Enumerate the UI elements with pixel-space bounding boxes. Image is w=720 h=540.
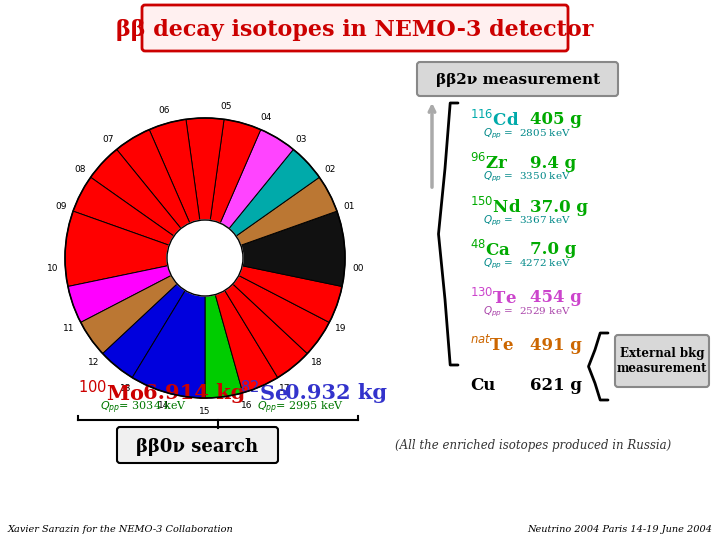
- FancyBboxPatch shape: [142, 5, 568, 51]
- Text: $Q_{pp}$= 3034 keV: $Q_{pp}$= 3034 keV: [100, 400, 187, 416]
- Text: 621 g: 621 g: [530, 376, 582, 394]
- Text: measurement: measurement: [617, 361, 707, 375]
- Wedge shape: [236, 177, 337, 245]
- FancyBboxPatch shape: [117, 427, 278, 463]
- Text: 10: 10: [47, 264, 58, 273]
- Text: 12: 12: [88, 358, 99, 367]
- Text: 37.0 g: 37.0 g: [530, 199, 588, 215]
- Wedge shape: [81, 275, 177, 354]
- Text: $^{150}$Nd: $^{150}$Nd: [470, 197, 521, 217]
- Text: $^{82}$Se: $^{82}$Se: [240, 380, 289, 406]
- Wedge shape: [65, 211, 169, 287]
- Text: 05: 05: [220, 102, 232, 111]
- Wedge shape: [240, 211, 345, 287]
- Text: $^{48}$Ca: $^{48}$Ca: [470, 240, 511, 260]
- Text: $Q_{pp}$ =  4272 keV: $Q_{pp}$ = 4272 keV: [483, 257, 571, 271]
- Text: 04: 04: [260, 113, 271, 122]
- Text: 01: 01: [343, 202, 355, 211]
- Circle shape: [167, 220, 243, 296]
- Wedge shape: [225, 284, 307, 377]
- Wedge shape: [220, 130, 293, 228]
- Wedge shape: [210, 119, 261, 223]
- Text: 491 g: 491 g: [530, 336, 582, 354]
- Wedge shape: [239, 266, 342, 322]
- Text: Cu: Cu: [470, 376, 495, 394]
- Text: $Q_{pp}$ =  3367 keV: $Q_{pp}$ = 3367 keV: [483, 214, 571, 228]
- Text: 02: 02: [324, 165, 336, 174]
- FancyBboxPatch shape: [615, 335, 709, 387]
- Text: $^{100}$Mo: $^{100}$Mo: [78, 380, 145, 406]
- Wedge shape: [149, 119, 200, 223]
- Text: External bkg: External bkg: [620, 347, 704, 360]
- Wedge shape: [103, 284, 185, 377]
- Text: 19: 19: [335, 324, 346, 333]
- Wedge shape: [215, 291, 278, 393]
- Text: $^{nat}$Te: $^{nat}$Te: [470, 335, 514, 355]
- Text: $Q_{pp}$= 2995 keV: $Q_{pp}$= 2995 keV: [257, 400, 344, 416]
- Text: 17: 17: [279, 384, 290, 393]
- Wedge shape: [186, 118, 224, 220]
- Text: ββ decay isotopes in NEMO-3 detector: ββ decay isotopes in NEMO-3 detector: [117, 19, 594, 41]
- Text: 08: 08: [74, 165, 86, 174]
- Text: $^{130}$Te: $^{130}$Te: [470, 288, 517, 308]
- Text: 00: 00: [352, 264, 364, 273]
- Wedge shape: [233, 275, 329, 354]
- Text: 14: 14: [158, 401, 169, 410]
- Wedge shape: [117, 130, 190, 228]
- Text: 454 g: 454 g: [530, 289, 582, 307]
- Text: 03: 03: [296, 135, 307, 144]
- Text: Xavier Sarazin for the NEMO-3 Collaboration: Xavier Sarazin for the NEMO-3 Collaborat…: [8, 525, 234, 535]
- Text: Neutrino 2004 Paris 14-19 June 2004: Neutrino 2004 Paris 14-19 June 2004: [527, 525, 712, 535]
- Text: (All the enriched isotopes produced in Russia): (All the enriched isotopes produced in R…: [395, 438, 671, 451]
- Text: ββ0ν search: ββ0ν search: [136, 438, 258, 456]
- Text: 7.0 g: 7.0 g: [530, 241, 577, 259]
- Text: 11: 11: [63, 324, 75, 333]
- Text: 07: 07: [103, 135, 114, 144]
- Text: ββ2ν measurement: ββ2ν measurement: [436, 73, 600, 87]
- Text: 405 g: 405 g: [530, 111, 582, 129]
- Text: $Q_{pp}$ =  2529 keV: $Q_{pp}$ = 2529 keV: [483, 305, 571, 319]
- Wedge shape: [229, 150, 320, 236]
- Text: 6.914 kg: 6.914 kg: [143, 383, 246, 403]
- Wedge shape: [68, 266, 171, 322]
- Text: $^{116}$Cd: $^{116}$Cd: [470, 110, 519, 130]
- Text: $Q_{pp}$ =  2805 keV: $Q_{pp}$ = 2805 keV: [483, 127, 571, 141]
- Wedge shape: [205, 295, 243, 398]
- Text: 0.932 kg: 0.932 kg: [285, 383, 387, 403]
- Text: 9.4 g: 9.4 g: [530, 154, 576, 172]
- Wedge shape: [132, 291, 205, 398]
- Text: 15: 15: [199, 407, 211, 415]
- Text: $Q_{pp}$ =  3350 keV: $Q_{pp}$ = 3350 keV: [483, 170, 571, 184]
- Text: 13: 13: [120, 384, 131, 393]
- Text: 18: 18: [311, 358, 323, 367]
- Wedge shape: [91, 150, 181, 236]
- Text: $^{96}$Zr: $^{96}$Zr: [470, 153, 508, 173]
- Text: 09: 09: [55, 202, 66, 211]
- Text: 16: 16: [240, 401, 252, 410]
- FancyBboxPatch shape: [417, 62, 618, 96]
- Text: 06: 06: [158, 106, 169, 115]
- Wedge shape: [73, 177, 174, 245]
